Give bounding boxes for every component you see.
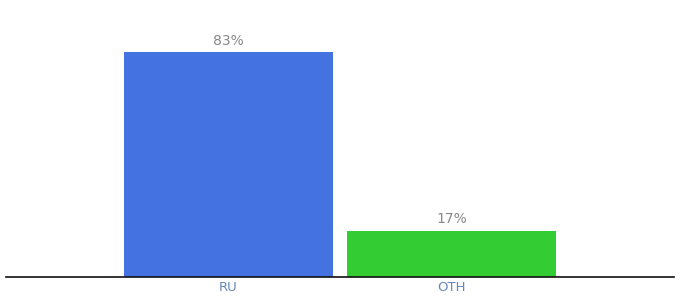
Bar [124, 52, 333, 277]
Text: 83%: 83% [213, 34, 244, 48]
Text: 17%: 17% [436, 212, 467, 226]
Bar [347, 230, 556, 277]
